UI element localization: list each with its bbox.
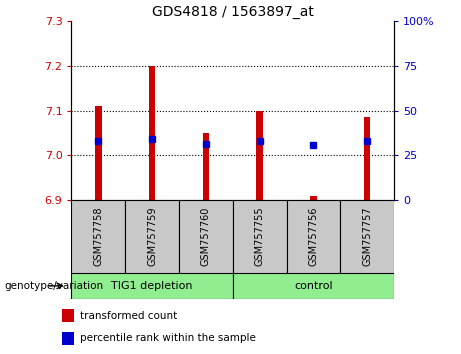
Bar bbox=[149, 66, 155, 200]
Bar bbox=[203, 133, 209, 200]
Text: TIG1 depletion: TIG1 depletion bbox=[112, 281, 193, 291]
Bar bbox=[125, 200, 179, 273]
Bar bbox=[233, 200, 287, 273]
Text: GSM757758: GSM757758 bbox=[93, 206, 103, 266]
Bar bbox=[62, 332, 74, 345]
Text: percentile rank within the sample: percentile rank within the sample bbox=[80, 333, 255, 343]
Bar bbox=[364, 117, 371, 200]
Bar bbox=[233, 273, 394, 299]
Text: genotype/variation: genotype/variation bbox=[5, 281, 104, 291]
Text: GSM757757: GSM757757 bbox=[362, 206, 372, 266]
Bar bbox=[62, 309, 74, 322]
Bar bbox=[340, 200, 394, 273]
Text: GSM757755: GSM757755 bbox=[254, 206, 265, 266]
Text: GSM757756: GSM757756 bbox=[308, 206, 319, 266]
Text: control: control bbox=[294, 281, 333, 291]
Bar bbox=[256, 110, 263, 200]
Bar bbox=[95, 106, 101, 200]
Text: GSM757760: GSM757760 bbox=[201, 207, 211, 266]
Bar bbox=[71, 200, 125, 273]
Bar bbox=[179, 200, 233, 273]
Bar bbox=[71, 273, 233, 299]
Title: GDS4818 / 1563897_at: GDS4818 / 1563897_at bbox=[152, 5, 314, 19]
Bar bbox=[310, 195, 317, 200]
Bar bbox=[287, 200, 340, 273]
Text: transformed count: transformed count bbox=[80, 311, 177, 321]
Text: GSM757759: GSM757759 bbox=[147, 206, 157, 266]
